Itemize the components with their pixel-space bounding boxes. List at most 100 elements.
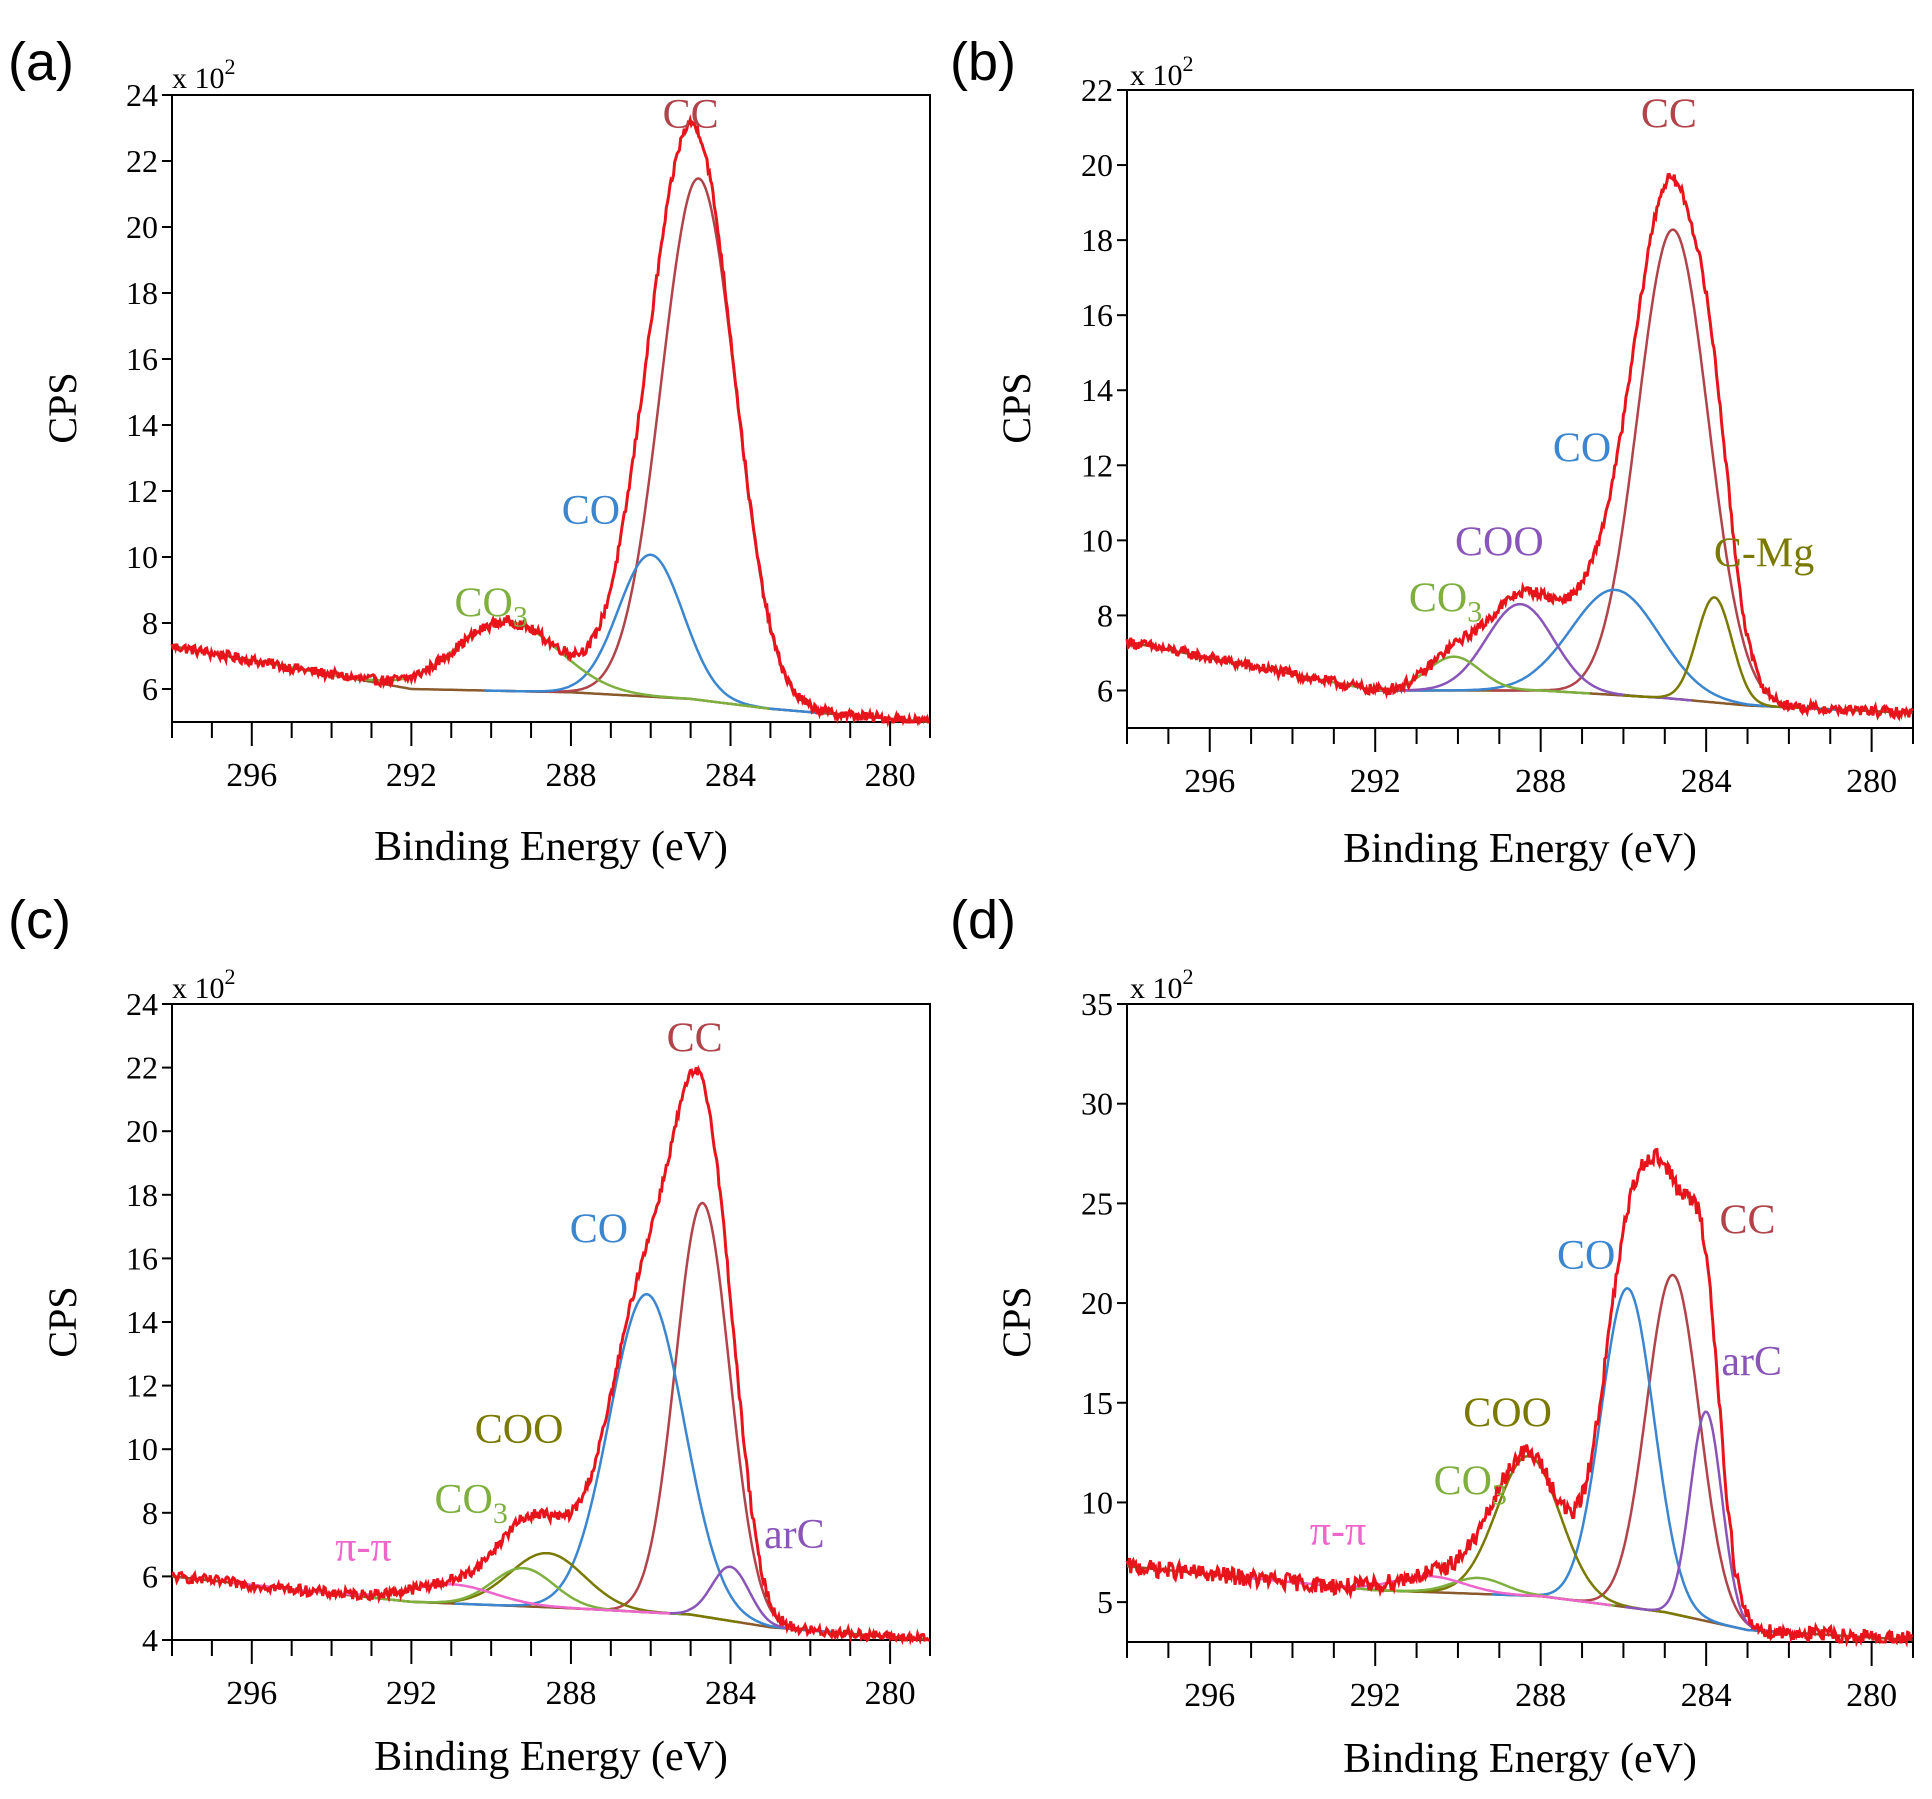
x-axis-label-b: Binding Energy (eV) <box>1343 826 1697 872</box>
y-tick-label-c-4: 12 <box>126 1368 158 1404</box>
y-tick-label-b-1: 8 <box>1097 597 1113 633</box>
y-tick-label-b-7: 20 <box>1081 147 1113 183</box>
y-tick-label-a-8: 22 <box>126 143 158 179</box>
envelope-line-c <box>171 1064 930 1646</box>
annotation-co-b: CO <box>1553 426 1611 472</box>
y-tick-label-c-3: 10 <box>126 1431 158 1467</box>
curves-a <box>170 113 930 728</box>
y-axis-label-b: CPS <box>994 372 1039 443</box>
plot-frame-d <box>1126 1003 1914 1643</box>
y-tick-label-a-4: 14 <box>126 407 158 443</box>
x-ticks-c: 296 292 288 284 280 <box>171 1640 931 1712</box>
y-tick-label-d-3: 20 <box>1081 1285 1113 1321</box>
y-tick-label-b-5: 16 <box>1081 297 1113 333</box>
peak-c-mg-b <box>1623 596 1805 710</box>
annotation-pi-pi-d: π-π <box>1310 1508 1366 1554</box>
annotation-pi-pi-c: π-π <box>335 1525 391 1571</box>
x-tick-label-c-4: 280 <box>865 1675 916 1712</box>
annotation-co3-c: CO3 <box>435 1477 508 1530</box>
y-axis-label-a: CPS <box>40 372 85 443</box>
y-tick-label-c-1: 6 <box>142 1558 158 1594</box>
envelope-line-a <box>170 113 930 728</box>
y-ticks-b: 6 8 10 12 14 16 18 20 22 <box>1081 72 1127 708</box>
annotation-co3-d: CO3 <box>1434 1458 1507 1511</box>
x-ticks-d: 296 292 288 284 280 <box>1126 1642 1914 1714</box>
y-ticks-c: 4 6 8 10 12 14 16 18 20 22 24 <box>126 986 172 1658</box>
x-tick-label-b-4: 280 <box>1846 763 1897 800</box>
y-tick-label-a-2: 10 <box>126 539 158 575</box>
x-axis-label-c: Binding Energy (eV) <box>374 1734 728 1780</box>
annotation-cc-c: CC <box>667 1016 723 1062</box>
y-ticks-d: 5 10 15 20 25 30 35 <box>1081 986 1127 1620</box>
y-tick-label-c-0: 4 <box>142 1622 158 1658</box>
x-tick-label-c-2: 288 <box>545 1675 596 1712</box>
x-tick-label-a-1: 292 <box>386 757 437 794</box>
plot-frame-b <box>1126 89 1914 729</box>
y-tick-label-a-7: 20 <box>126 209 158 245</box>
y-tick-label-d-0: 5 <box>1097 1584 1113 1620</box>
y-ticks-a: 6 8 10 12 14 16 18 20 22 24 <box>126 77 172 707</box>
annotation-coo-c: COO <box>475 1407 564 1453</box>
curves-d <box>1125 1147 1914 1648</box>
x-tick-label-a-3: 284 <box>705 757 756 794</box>
y-tick-label-d-1: 10 <box>1081 1484 1113 1520</box>
annotations-d: CC CO COO CO3 π-π arC <box>1310 1197 1782 1554</box>
x-tick-label-c-3: 284 <box>705 1675 756 1712</box>
x-axis-label-a: Binding Energy (eV) <box>374 824 728 870</box>
y-tick-label-c-2: 8 <box>142 1495 158 1531</box>
annotation-cc-d: CC <box>1720 1197 1776 1243</box>
y-tick-label-b-6: 18 <box>1081 222 1113 258</box>
plot-frame-a <box>171 94 931 723</box>
annotation-cc-b: CC <box>1641 92 1697 138</box>
panel-a: (a) 6 8 10 12 14 16 18 20 22 24 296 292 288 284 280 C… <box>8 32 931 870</box>
y-multiplier-b: x 102 <box>1130 51 1194 92</box>
y-tick-label-c-7: 18 <box>126 1177 158 1213</box>
x-tick-label-b-0: 296 <box>1184 763 1235 800</box>
peak-cc-a <box>505 177 892 721</box>
annotations-b: CC COO CO CO3 C-Mg <box>1409 92 1814 629</box>
annotation-c-mg-b: C-Mg <box>1714 531 1814 577</box>
panel-label-d: (d) <box>950 890 1016 950</box>
annotation-co3-a: CO3 <box>454 580 527 633</box>
y-tick-label-b-3: 12 <box>1081 447 1113 483</box>
y-tick-label-a-9: 24 <box>126 77 158 113</box>
x-tick-label-a-4: 280 <box>865 757 916 794</box>
y-tick-label-a-3: 12 <box>126 473 158 509</box>
y-multiplier-d: x 102 <box>1130 964 1194 1005</box>
annotation-cc-a: CC <box>663 92 719 138</box>
x-tick-label-d-4: 280 <box>1846 1677 1897 1714</box>
annotation-arc-c: arC <box>764 1512 825 1558</box>
x-ticks-a: 296 292 288 284 280 <box>171 722 931 794</box>
y-tick-label-a-5: 16 <box>126 341 158 377</box>
y-multiplier-c: x 102 <box>172 964 236 1005</box>
curves-b <box>1125 172 1914 722</box>
annotation-coo-d: COO <box>1463 1391 1552 1437</box>
peak-co-c <box>454 1293 839 1634</box>
x-tick-label-b-3: 284 <box>1681 763 1732 800</box>
y-tick-label-a-0: 6 <box>142 671 158 707</box>
annotation-co-d: CO <box>1557 1233 1615 1279</box>
annotations-a: CC CO CO3 <box>454 92 718 633</box>
x-tick-label-b-1: 292 <box>1350 763 1401 800</box>
annotation-coo-b: COO <box>1455 519 1544 565</box>
y-tick-label-b-4: 14 <box>1081 372 1113 408</box>
annotation-co-a: CO <box>562 488 620 534</box>
x-tick-label-d-3: 284 <box>1681 1677 1732 1714</box>
peak-pi-pi-d <box>1247 1574 1612 1607</box>
x-tick-label-d-0: 296 <box>1184 1677 1235 1714</box>
annotation-co-c: CO <box>570 1207 628 1253</box>
x-tick-label-d-1: 292 <box>1350 1677 1401 1714</box>
curves-c <box>171 1064 930 1646</box>
envelope-line-b <box>1125 172 1914 722</box>
x-axis-label-d: Binding Energy (eV) <box>1343 1736 1697 1782</box>
annotations-c: CC CO COO CO3 π-π arC <box>335 1016 824 1571</box>
y-tick-label-d-6: 35 <box>1081 986 1113 1022</box>
y-axis-label-d: CPS <box>994 1286 1039 1357</box>
x-tick-label-c-1: 292 <box>386 1675 437 1712</box>
y-tick-label-a-1: 8 <box>142 605 158 641</box>
annotation-co3-b: CO3 <box>1409 576 1482 629</box>
peak-cc-d <box>1537 1273 1809 1635</box>
